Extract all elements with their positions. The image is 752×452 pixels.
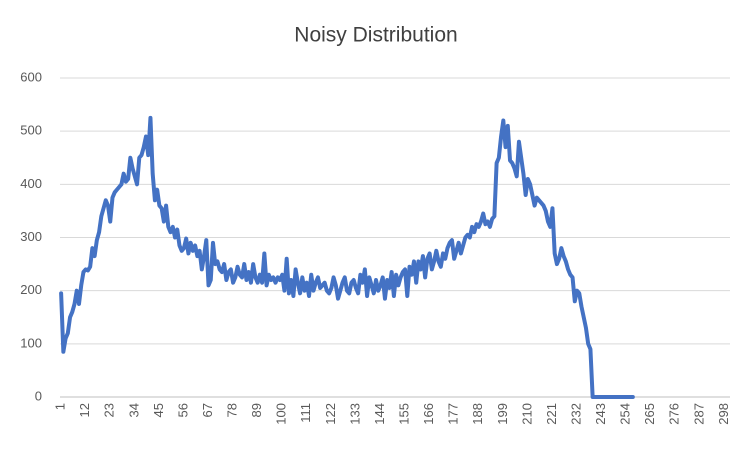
x-tick-label: 12 — [77, 403, 92, 417]
x-tick-label: 243 — [593, 403, 608, 425]
y-tick-label: 300 — [20, 229, 42, 244]
x-tick-label: 254 — [618, 403, 633, 425]
x-tick-label: 188 — [470, 403, 485, 425]
x-tick-label: 56 — [175, 403, 190, 417]
x-tick-label: 144 — [372, 403, 387, 425]
x-tick-label: 133 — [347, 403, 362, 425]
data-line — [59, 115, 635, 399]
x-tick-label: 177 — [446, 403, 461, 425]
x-tick-label: 67 — [200, 403, 215, 417]
x-tick-label: 45 — [151, 403, 166, 417]
x-tick-label: 298 — [716, 403, 731, 425]
chart-title: Noisy Distribution — [294, 24, 457, 47]
x-tick-label: 23 — [102, 403, 117, 417]
x-tick-label: 89 — [249, 403, 264, 417]
y-tick-label: 0 — [35, 388, 42, 403]
x-tick-label: 210 — [519, 403, 534, 425]
x-tick-label: 276 — [667, 403, 682, 425]
x-tick-label: 111 — [298, 403, 313, 423]
y-tick-label: 600 — [20, 69, 42, 84]
x-tick-label: 34 — [126, 403, 141, 417]
x-tick-label: 1 — [53, 403, 68, 410]
x-tick-label: 78 — [225, 403, 240, 417]
y-tick-label: 100 — [20, 335, 42, 350]
x-tick-label: 265 — [642, 403, 657, 425]
y-tick-label: 400 — [20, 176, 42, 191]
x-tick-label: 287 — [691, 403, 706, 425]
x-tick-label: 155 — [396, 403, 411, 425]
x-tick-label: 199 — [495, 403, 510, 425]
x-tick-label: 100 — [274, 403, 289, 425]
x-tick-label: 166 — [421, 403, 436, 425]
y-tick-label: 500 — [20, 123, 42, 138]
x-tick-label: 122 — [323, 403, 338, 425]
y-tick-label: 200 — [20, 282, 42, 297]
x-tick-label: 221 — [544, 403, 559, 425]
x-tick-label: 232 — [568, 403, 583, 425]
